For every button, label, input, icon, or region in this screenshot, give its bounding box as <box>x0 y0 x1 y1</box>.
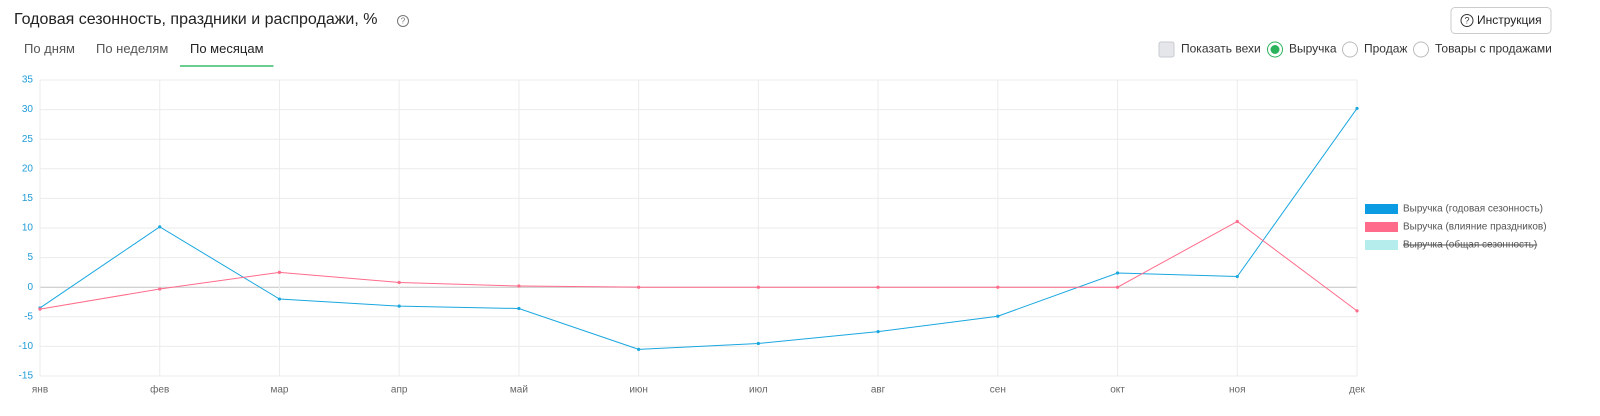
radio-label: Продаж <box>1364 42 1407 56</box>
legend-swatch <box>1365 222 1398 232</box>
instruction-button[interactable]: ? Инструкция <box>1450 7 1552 34</box>
radio[interactable] <box>1413 41 1429 58</box>
point <box>1355 106 1359 111</box>
y-tick-label: 30 <box>22 104 34 115</box>
point <box>277 297 282 301</box>
point <box>38 307 42 311</box>
point <box>1115 271 1120 275</box>
x-tick-label: июл <box>749 385 768 396</box>
y-tick-label: -5 <box>24 311 33 322</box>
tab[interactable]: По месяцам <box>190 41 264 56</box>
point <box>637 285 641 289</box>
point <box>158 287 162 291</box>
page-title: Годовая сезонность, праздники и распрода… <box>14 11 377 28</box>
help-icon[interactable]: ? <box>397 15 409 27</box>
point <box>876 285 880 289</box>
svg-text:?: ? <box>401 17 406 26</box>
y-tick-label: 20 <box>22 163 34 174</box>
y-tick-label: 5 <box>27 252 33 263</box>
x-tick-label: апр <box>391 385 408 396</box>
point <box>397 304 401 308</box>
point <box>277 270 282 274</box>
legend-swatch <box>1365 204 1398 214</box>
x-tick-label: дек <box>1349 385 1365 396</box>
legend-label[interactable]: Выручка (общая сезонность) <box>1403 239 1537 251</box>
radio-label: Выручка <box>1289 42 1337 56</box>
point <box>158 225 162 229</box>
x-tick-label: июн <box>629 385 648 396</box>
y-tick-label: 25 <box>22 134 34 145</box>
point <box>996 314 1000 318</box>
radio-dot <box>1270 45 1280 54</box>
y-tick-label: -10 <box>19 341 34 352</box>
point <box>1235 274 1239 279</box>
tab[interactable]: По неделям <box>96 41 168 56</box>
point <box>756 341 760 346</box>
x-tick-label: фев <box>150 384 169 396</box>
x-tick-label: янв <box>32 385 48 396</box>
legend-label[interactable]: Выручка (годовая сезонность) <box>1403 204 1543 215</box>
point <box>996 285 1000 289</box>
x-tick-label: сен <box>990 385 1006 396</box>
radio-label: Товары с продажами <box>1435 42 1552 56</box>
point <box>756 285 760 289</box>
x-tick-label: мар <box>270 385 288 396</box>
point <box>1115 285 1120 289</box>
y-tick-label: 10 <box>22 223 34 234</box>
series-line <box>39 108 1358 350</box>
x-tick-label: авг <box>871 385 886 396</box>
checkbox-label: Показать вехи <box>1181 42 1261 56</box>
y-tick-label: 35 <box>22 75 34 86</box>
point <box>876 330 880 334</box>
point <box>1235 219 1239 224</box>
button-label: Инструкция <box>1477 13 1542 27</box>
y-tick-label: -15 <box>19 371 34 382</box>
tab[interactable]: По дням <box>24 41 75 56</box>
point <box>517 284 521 288</box>
y-tick-label: 15 <box>22 193 34 204</box>
point <box>517 306 521 311</box>
checkbox[interactable] <box>1158 41 1175 58</box>
radio[interactable] <box>1342 41 1358 58</box>
svg-text:?: ? <box>1464 15 1469 25</box>
series-line <box>39 220 1358 312</box>
point <box>397 280 401 285</box>
legend-swatch <box>1365 240 1398 250</box>
point <box>637 347 641 351</box>
x-tick-label: май <box>510 385 528 396</box>
point <box>1355 309 1359 313</box>
y-tick-label: 0 <box>27 282 33 293</box>
legend-label[interactable]: Выручка (влияние праздников) <box>1403 222 1547 233</box>
x-tick-label: окт <box>1110 385 1125 396</box>
x-tick-label: ноя <box>1229 385 1246 396</box>
